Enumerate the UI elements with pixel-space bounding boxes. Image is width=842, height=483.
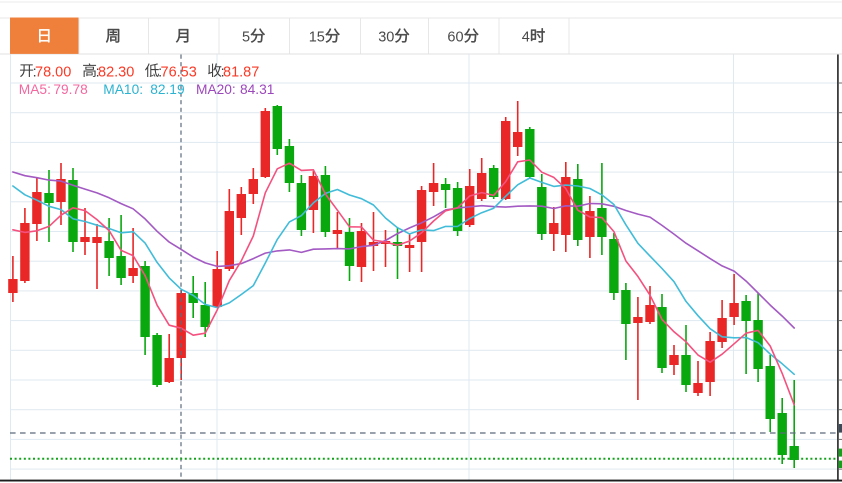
svg-text::: : xyxy=(33,65,37,81)
svg-text:15: 15 xyxy=(309,29,325,45)
svg-text:5: 5 xyxy=(242,29,250,45)
svg-text:30: 30 xyxy=(378,29,394,45)
svg-text:MA5:: MA5: xyxy=(19,82,51,97)
svg-text:4: 4 xyxy=(522,29,530,45)
svg-text::: : xyxy=(221,65,225,81)
svg-text:76.53: 76.53 xyxy=(161,65,197,81)
svg-text:79.78: 79.78 xyxy=(53,82,88,97)
svg-text:84.31: 84.31 xyxy=(240,82,274,97)
svg-text:60: 60 xyxy=(447,29,463,45)
svg-text:MA10:: MA10: xyxy=(103,82,143,97)
svg-text:81.87: 81.87 xyxy=(223,65,259,81)
svg-text::: : xyxy=(96,65,100,81)
svg-text:MA20:: MA20: xyxy=(196,82,236,97)
svg-text:78.00: 78.00 xyxy=(35,65,71,81)
svg-text:82.30: 82.30 xyxy=(98,65,134,81)
svg-text:82.19: 82.19 xyxy=(150,82,184,97)
svg-text::: : xyxy=(158,65,162,81)
